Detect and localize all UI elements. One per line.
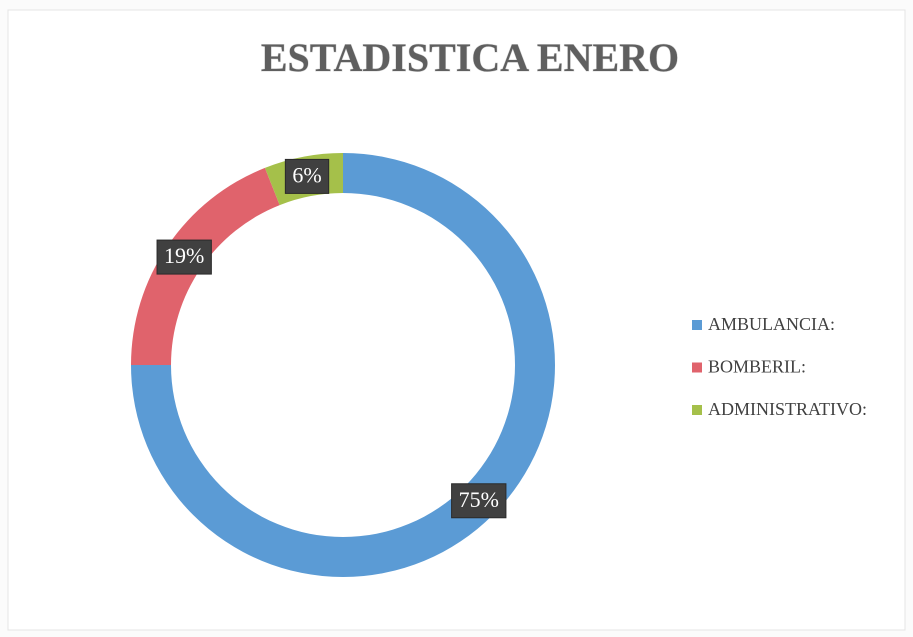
value-label: 75%	[459, 487, 499, 512]
legend-label: AMBULANCIA:	[708, 314, 835, 334]
legend-swatch	[692, 405, 702, 415]
chart-title: ESTADISTICA ENERO	[261, 35, 679, 80]
legend-swatch	[692, 320, 702, 330]
legend-swatch	[692, 362, 702, 373]
value-label: 19%	[164, 243, 204, 268]
value-label-box	[156, 239, 212, 275]
value-label-box	[284, 158, 330, 194]
value-label-box	[451, 483, 507, 519]
legend-label: BOMBERIL:	[708, 357, 806, 377]
legend-label: ADMINISTRATIVO:	[708, 399, 867, 419]
donut-slice	[131, 167, 280, 365]
value-label: 6%	[292, 162, 321, 187]
